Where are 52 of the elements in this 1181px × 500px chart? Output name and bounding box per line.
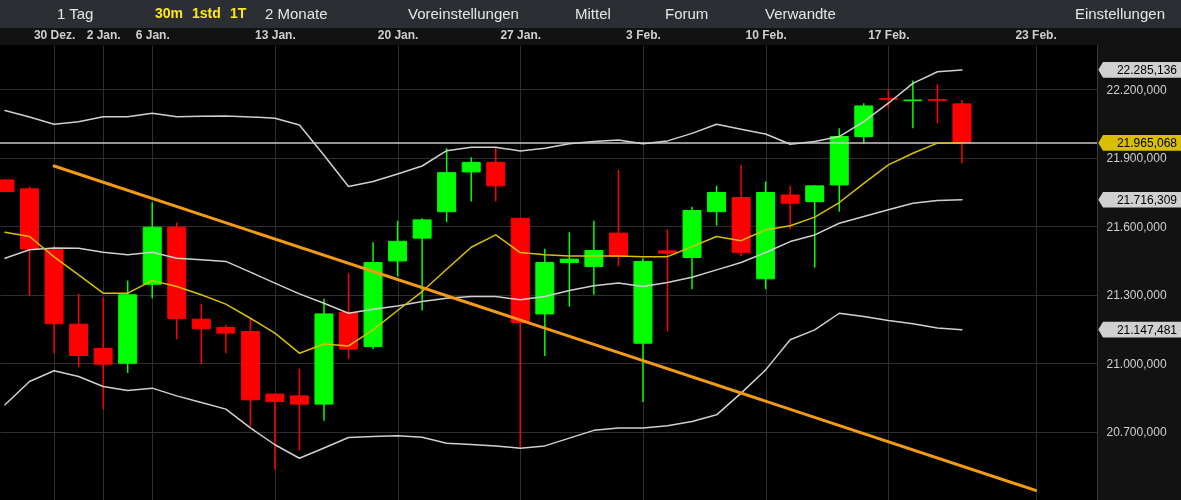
candlestick [265,393,285,471]
y-tick-label: 21.000,000 [1106,356,1167,371]
x-tick-label: 10 Feb. [745,27,787,42]
candlestick [903,79,923,130]
y-tick-label: 22.200,000 [1106,82,1167,97]
y-tick-label: 21.300,000 [1106,288,1167,303]
y-tick-label: 21.900,000 [1106,151,1167,166]
y-tick-label: 20.700,000 [1106,425,1167,440]
text: 30m [155,5,184,21]
x-tick-label: 3 Feb. [626,27,661,42]
text: 2 Monate [265,5,328,22]
x-tick-label: 13 Jan. [255,27,296,42]
candlestick [412,217,432,312]
candlestick [658,228,678,333]
x-tick-label: 17 Feb. [868,27,910,42]
text: 22.285,136 [1116,62,1178,77]
text: 21.716,309 [1116,192,1178,207]
text: Forum [665,5,709,22]
text: 1T [230,5,247,21]
text: Voreinstellungen [408,5,519,22]
candlestick [878,88,898,109]
x-tick-label: 6 Jan. [135,27,170,42]
x-tick-label: 30 Dez. [33,27,76,42]
candlestick [486,146,506,203]
x-tick-label: 27 Jan. [500,27,542,42]
line-series [4,199,963,314]
candlestick [608,169,628,268]
text: 1std [192,5,221,21]
line-series [4,142,963,354]
text: 21.147,481 [1116,322,1178,337]
candlestick [780,185,800,230]
candlestick [93,296,113,410]
ref-line-label: 21.965,068 [1116,135,1178,150]
candlestick [707,185,727,227]
y-tick-label: 21.600,000 [1106,219,1167,234]
candlestick [191,303,211,365]
x-tick-label: 2 Jan. [86,27,121,42]
candlestick [388,220,408,278]
candlestick [584,220,604,296]
text: Einstellungen [1074,5,1165,22]
candlestick [559,231,579,308]
line-series [4,312,963,459]
text: Verwandte [765,5,836,22]
x-tick-label: 23 Feb. [1015,27,1057,42]
candlestick [461,156,481,203]
candlestick [927,83,947,125]
text: 1 Tag [57,5,94,22]
candlestick [216,324,236,354]
x-tick-label: 20 Jan. [377,27,419,42]
candlestick [289,367,309,452]
candlestick [805,184,825,269]
text: Mittel [575,5,611,22]
